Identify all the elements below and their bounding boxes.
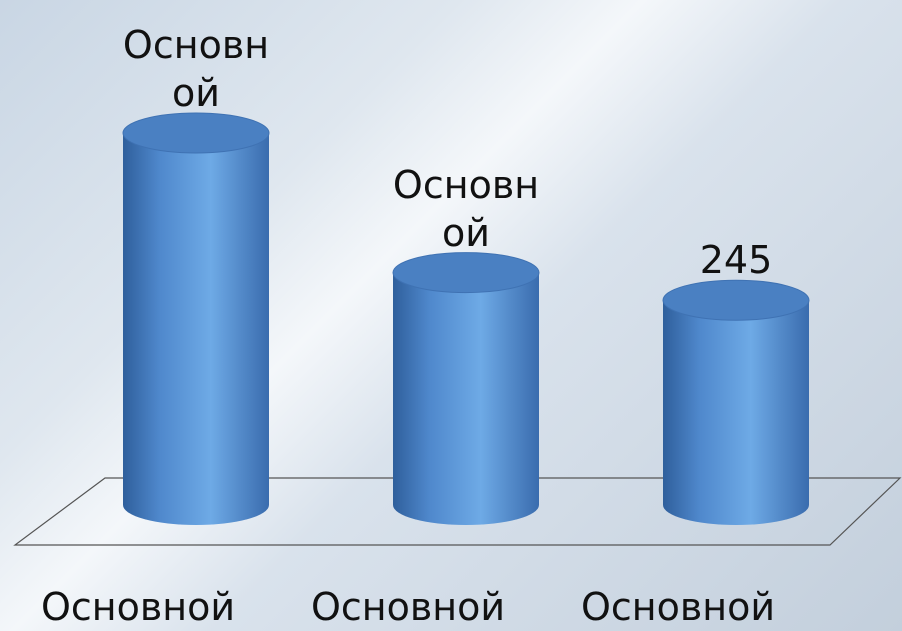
floor	[13, 477, 902, 546]
value-label: Основной	[122, 23, 270, 115]
value-label: Основной	[392, 162, 540, 255]
bar	[663, 300, 809, 525]
bar-top	[392, 252, 540, 294]
bar	[393, 272, 539, 525]
x-tick-label: Основной	[40, 585, 236, 629]
x-tick-label: Основной	[310, 585, 506, 629]
bar-top	[662, 279, 810, 321]
value-label: 245	[699, 238, 773, 283]
x-tick-label: Основной	[580, 585, 776, 629]
bar-top	[122, 112, 270, 154]
bar	[123, 133, 269, 525]
